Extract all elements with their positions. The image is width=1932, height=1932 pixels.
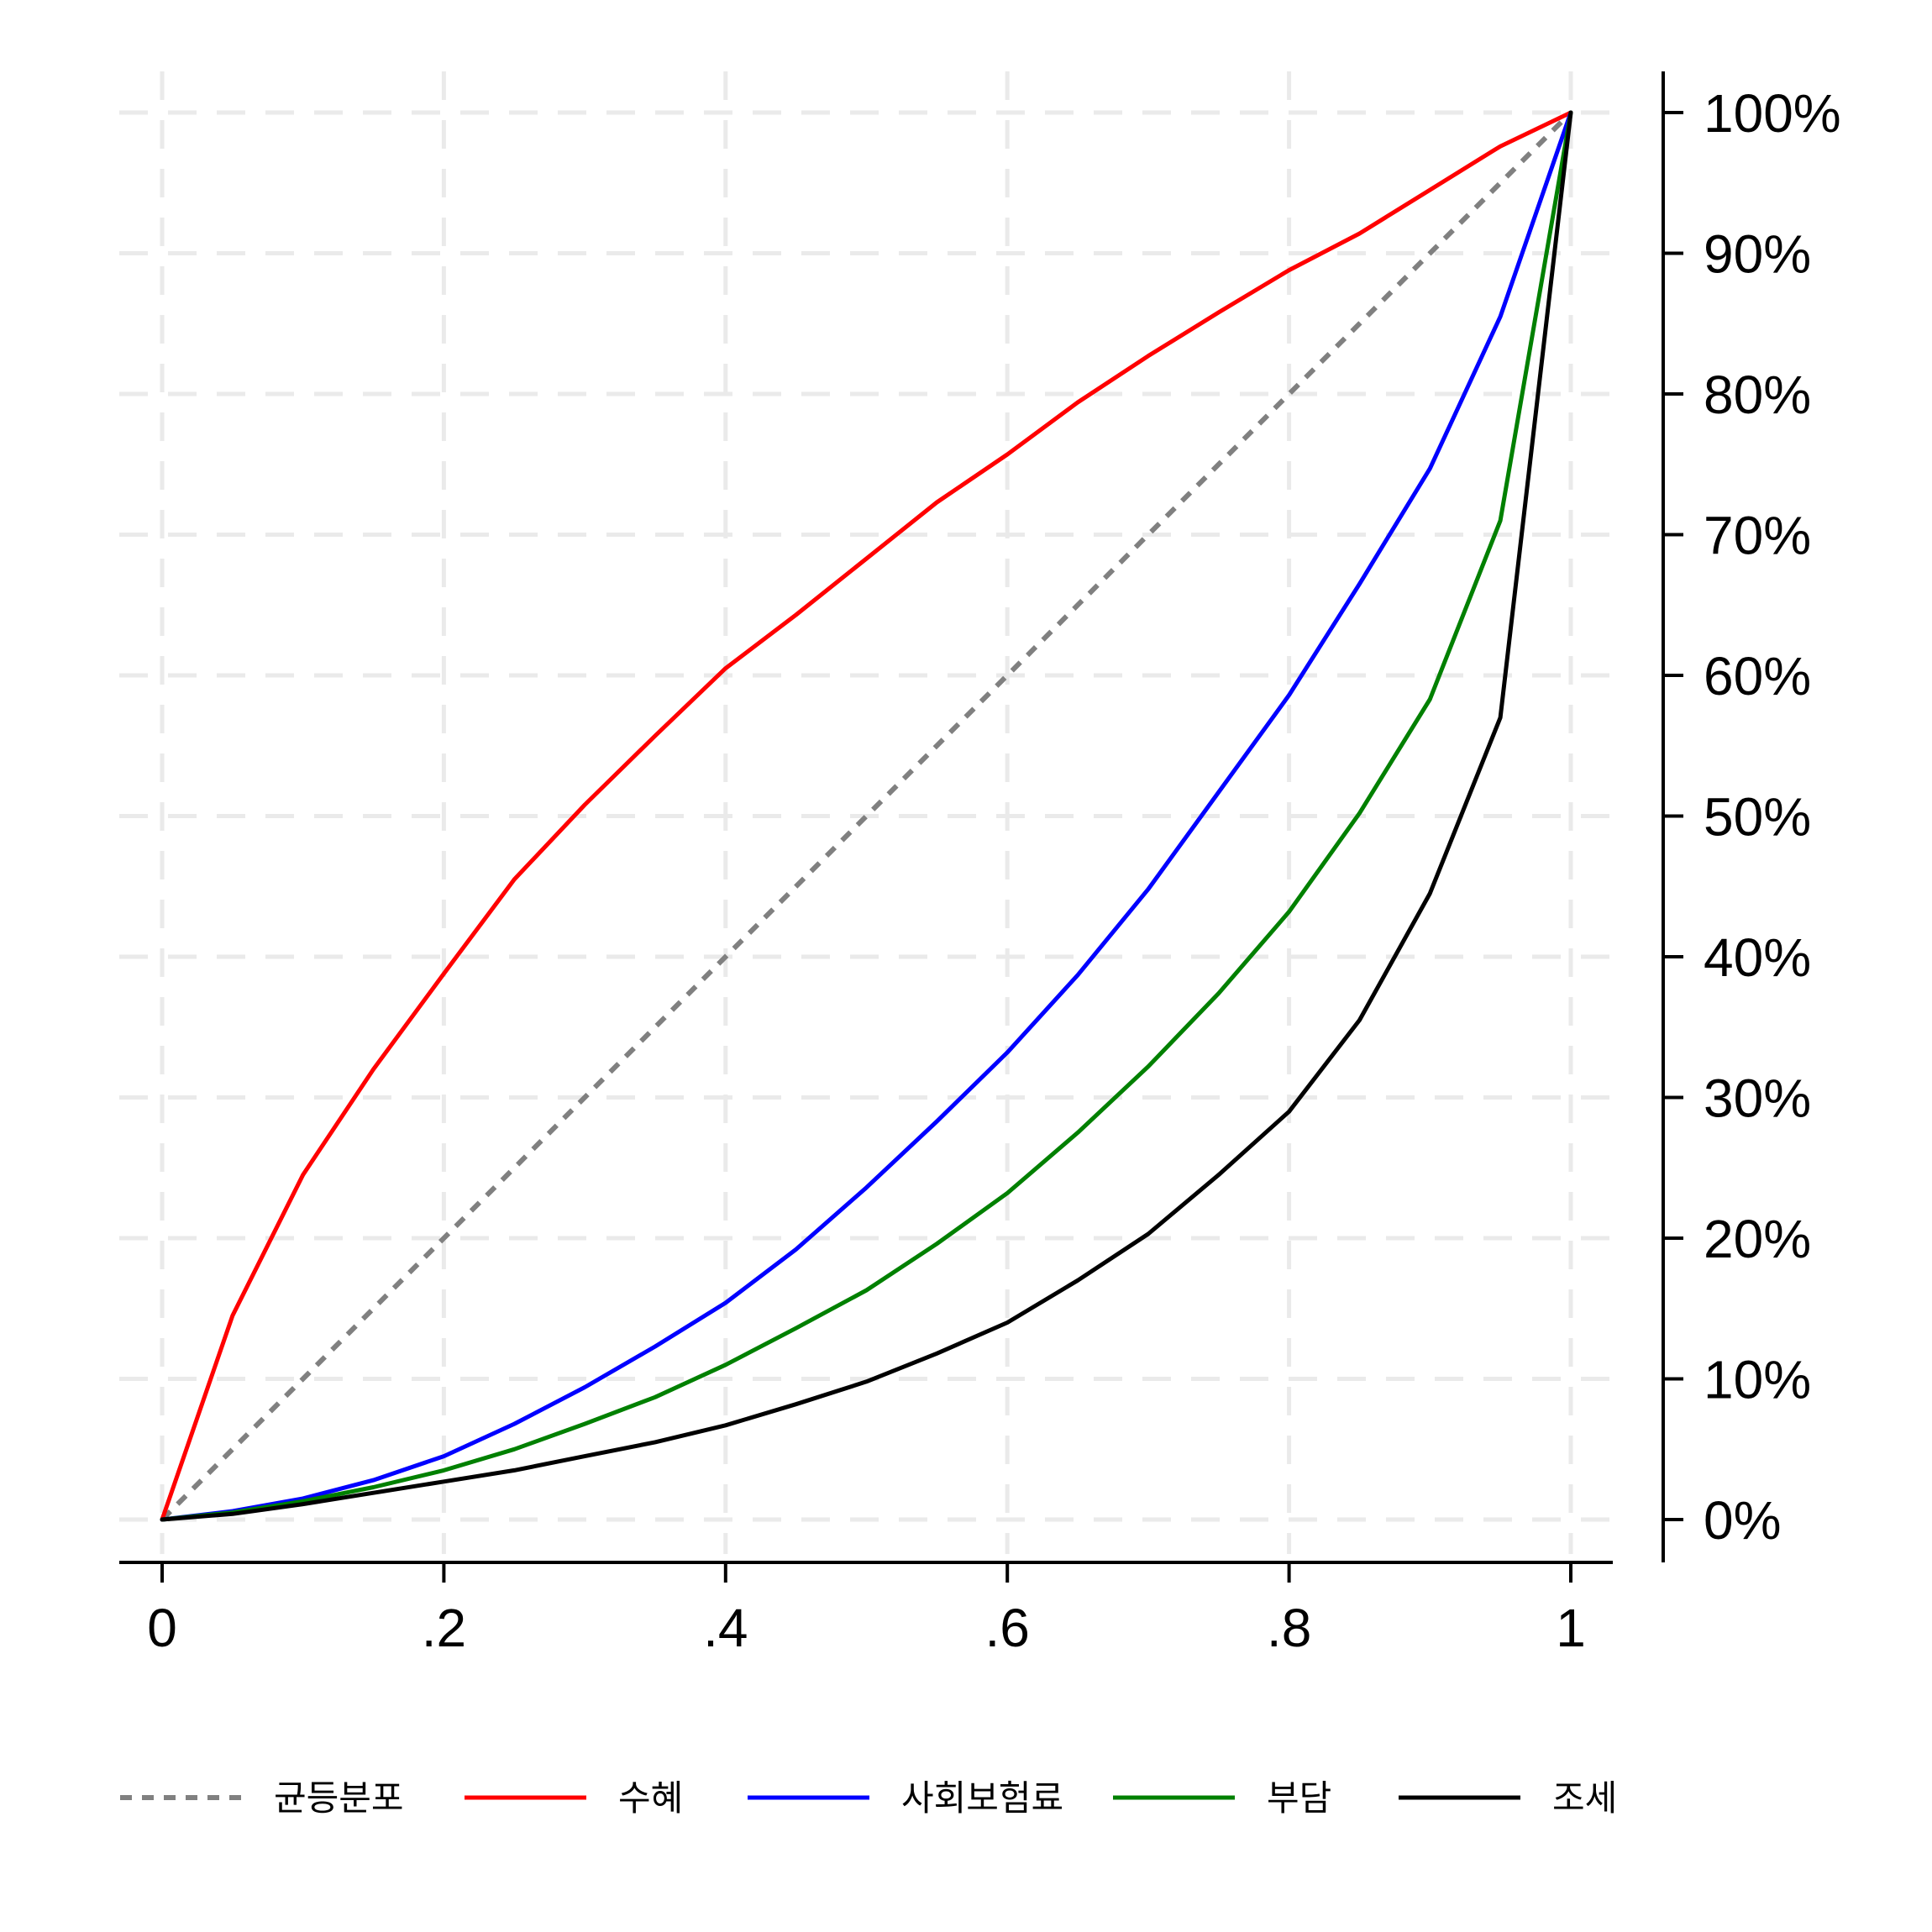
y-tick-label: 100% [1704, 83, 1841, 144]
y-tick-label: 30% [1704, 1068, 1811, 1129]
legend: 균등분포 수혜 사회보험료 부담 조세 [120, 1777, 1617, 1819]
x-tick-label: 0 [147, 1598, 177, 1658]
x-tick-label: .4 [703, 1598, 748, 1658]
y-tick-label: 0% [1704, 1490, 1782, 1551]
y-axis-ticks: 0% 10% 20% 30% 40% 50% 60% 70% 80% 90% 100% [1663, 83, 1841, 1551]
x-tick-label: .8 [1267, 1598, 1311, 1658]
axes [119, 71, 1665, 1564]
legend-label-1: 수혜 [618, 1777, 683, 1819]
series-line-3 [160, 110, 1573, 1522]
x-tick-label: 1 [1556, 1598, 1586, 1658]
y-tick-label: 60% [1704, 646, 1811, 706]
legend-label-2: 사회보험료 [901, 1777, 1063, 1819]
x-tick-label: .6 [985, 1598, 1030, 1658]
series-line-2 [160, 110, 1573, 1522]
x-tick-label: .2 [422, 1598, 466, 1658]
x-axis-ticks: 0 .2 .4 .6 .8 1 [147, 1562, 1586, 1658]
y-tick-label: 80% [1704, 365, 1811, 425]
y-tick-label: 20% [1704, 1209, 1811, 1269]
y-tick-label: 10% [1704, 1350, 1811, 1410]
series-lines [160, 110, 1573, 1522]
series-line-4 [160, 110, 1573, 1522]
legend-label-3: 부담 [1267, 1777, 1331, 1819]
legend-label-0: 균등분포 [274, 1777, 404, 1819]
y-tick-label: 90% [1704, 224, 1811, 285]
legend-label-4: 조세 [1552, 1777, 1617, 1819]
y-tick-label: 50% [1704, 787, 1811, 848]
series-line-1 [160, 110, 1573, 1522]
series-line-0 [160, 110, 1573, 1522]
y-tick-label: 40% [1704, 927, 1811, 988]
grid [119, 71, 1613, 1554]
y-tick-label: 70% [1704, 506, 1811, 566]
